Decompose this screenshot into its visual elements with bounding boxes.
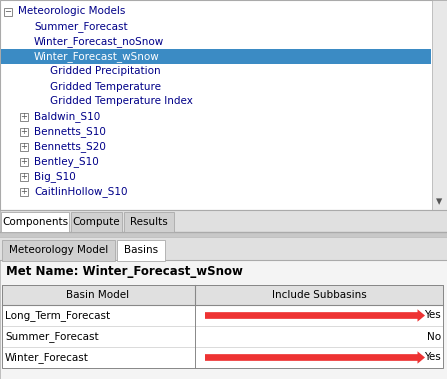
Text: Basins: Basins — [124, 245, 158, 255]
Bar — [0, 0, 447, 210]
Bar — [1, 212, 69, 232]
Text: +: + — [21, 172, 27, 181]
Bar — [0, 238, 447, 260]
Polygon shape — [205, 351, 425, 364]
Text: Bennetts_S10: Bennetts_S10 — [34, 126, 106, 137]
Text: Winter_Forecast_wSnow: Winter_Forecast_wSnow — [34, 51, 160, 62]
Text: Meteorology Model: Meteorology Model — [8, 245, 108, 255]
Text: Gridded Temperature Index: Gridded Temperature Index — [50, 97, 193, 106]
Bar — [20, 127, 28, 136]
Text: +: + — [21, 187, 27, 196]
Text: Summer_Forecast: Summer_Forecast — [5, 331, 99, 342]
Polygon shape — [205, 309, 425, 322]
Bar — [4, 8, 12, 16]
Bar — [2, 285, 443, 368]
Text: Met Name: Winter_Forecast_wSnow: Met Name: Winter_Forecast_wSnow — [6, 266, 243, 279]
Text: Components: Components — [2, 217, 68, 227]
Text: Basin Model: Basin Model — [66, 290, 129, 300]
Bar — [20, 172, 28, 180]
Text: +: + — [21, 142, 27, 151]
Text: Bennetts_S20: Bennetts_S20 — [34, 141, 106, 152]
Text: Summer_Forecast: Summer_Forecast — [34, 21, 128, 32]
Bar — [1, 49, 431, 64]
Text: Gridded Precipitation: Gridded Precipitation — [50, 66, 160, 77]
Bar — [20, 143, 28, 150]
Bar — [117, 240, 165, 261]
Bar — [0, 260, 447, 379]
Bar — [432, 0, 447, 210]
Bar — [0, 210, 447, 232]
Bar — [2, 285, 443, 305]
Bar — [0, 232, 447, 238]
Text: −: − — [4, 7, 12, 16]
Text: Include Subbasins: Include Subbasins — [272, 290, 367, 300]
Text: +: + — [21, 157, 27, 166]
Text: Compute: Compute — [72, 217, 120, 227]
Bar — [2, 240, 114, 261]
Text: Bentley_S10: Bentley_S10 — [34, 156, 99, 167]
Bar — [71, 212, 122, 232]
Text: ▾: ▾ — [436, 196, 442, 208]
Text: Big_S10: Big_S10 — [34, 171, 76, 182]
Text: +: + — [21, 112, 27, 121]
Text: Meteorologic Models: Meteorologic Models — [18, 6, 125, 17]
Text: Baldwin_S10: Baldwin_S10 — [34, 111, 100, 122]
Text: Winter_Forecast_noSnow: Winter_Forecast_noSnow — [34, 36, 164, 47]
Text: +: + — [21, 127, 27, 136]
Bar — [124, 212, 174, 232]
Text: No: No — [427, 332, 441, 341]
Text: Results: Results — [130, 217, 168, 227]
Text: Winter_Forecast: Winter_Forecast — [5, 352, 89, 363]
Bar — [20, 113, 28, 121]
Bar — [20, 158, 28, 166]
Text: Yes: Yes — [424, 352, 441, 362]
Bar — [2, 326, 443, 347]
Text: CaitlinHollow_S10: CaitlinHollow_S10 — [34, 186, 127, 197]
Text: Long_Term_Forecast: Long_Term_Forecast — [5, 310, 110, 321]
Text: Yes: Yes — [424, 310, 441, 321]
Text: Gridded Temperature: Gridded Temperature — [50, 81, 161, 91]
Bar — [2, 305, 443, 326]
Bar — [20, 188, 28, 196]
Bar — [2, 347, 443, 368]
